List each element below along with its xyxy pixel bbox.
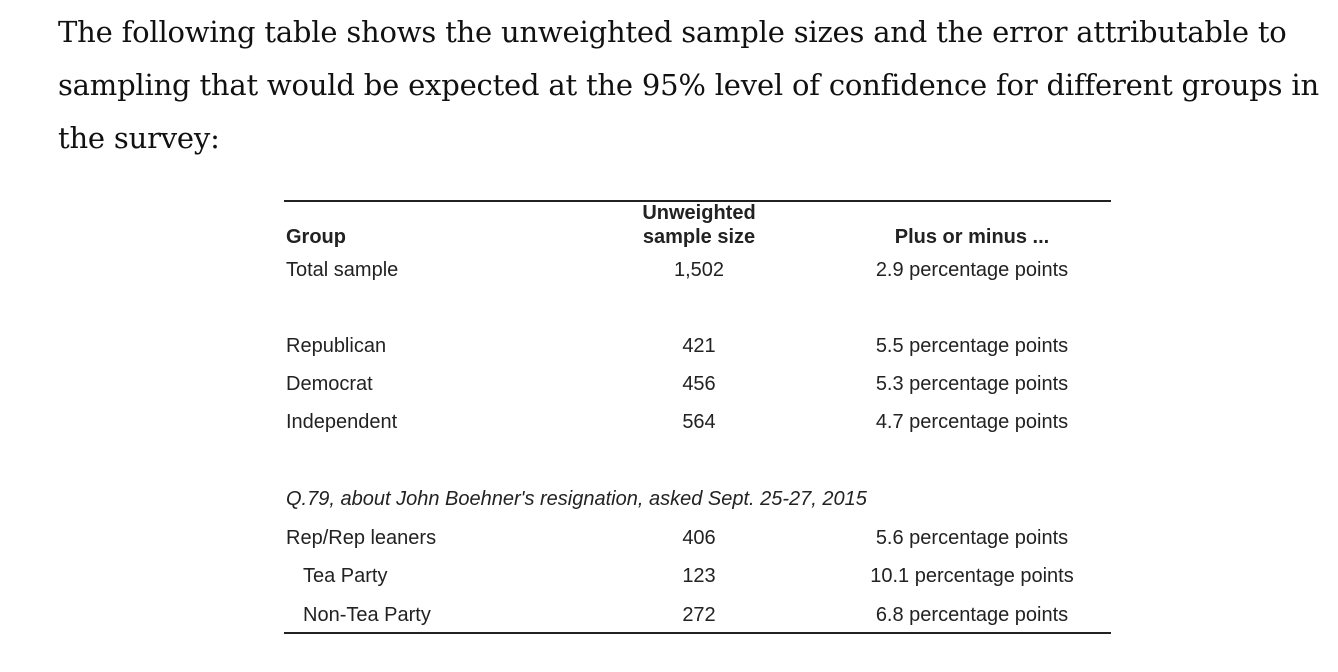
table-top-rule xyxy=(284,200,1111,202)
header-sample-size-line1: Unweighted xyxy=(642,202,756,224)
row-sample-size: 272 xyxy=(682,604,716,626)
row-sample-size: 406 xyxy=(682,527,716,549)
row-margin: 5.5 percentage points xyxy=(875,335,1069,357)
table-row: Non-Tea Party 272 6.8 percentage points xyxy=(284,600,1111,630)
table-bottom-rule xyxy=(284,632,1111,634)
row-margin: 6.8 percentage points xyxy=(875,604,1069,626)
header-sample-size: Unweighted sample size xyxy=(594,201,804,249)
row-group: Total sample xyxy=(286,259,399,281)
row-sample-size: 421 xyxy=(682,335,716,357)
table-row: Total sample 1,502 2.9 percentage points xyxy=(284,255,1111,285)
table-row: Rep/Rep leaners 406 5.6 percentage point… xyxy=(284,523,1111,553)
row-group: Rep/Rep leaners xyxy=(286,527,437,549)
table-note: Q.79, about John Boehner's resignation, … xyxy=(286,488,867,510)
row-sample-size: 456 xyxy=(682,373,716,395)
table-row: Independent 564 4.7 percentage points xyxy=(284,407,1111,437)
row-group: Democrat xyxy=(286,373,373,395)
row-margin: 5.6 percentage points xyxy=(875,527,1069,549)
table-row: Tea Party 123 10.1 percentage points xyxy=(284,561,1111,591)
header-plus-minus: Plus or minus ... xyxy=(894,226,1050,248)
row-margin: 5.3 percentage points xyxy=(875,373,1069,395)
row-sample-size: 1,502 xyxy=(673,259,725,281)
header-group: Group xyxy=(286,226,346,248)
row-group: Tea Party xyxy=(303,565,388,587)
row-sample-size: 123 xyxy=(682,565,716,587)
table-row: Democrat 456 5.3 percentage points xyxy=(284,369,1111,399)
header-sample-size-line2: sample size xyxy=(642,226,756,248)
row-margin: 4.7 percentage points xyxy=(875,411,1069,433)
row-group: Republican xyxy=(286,335,387,357)
row-margin: 10.1 percentage points xyxy=(870,565,1074,587)
row-margin: 2.9 percentage points xyxy=(875,259,1069,281)
row-group: Non-Tea Party xyxy=(303,604,431,626)
intro-paragraph: The following table shows the unweighted… xyxy=(58,15,1319,155)
table-row: Republican 421 5.5 percentage points xyxy=(284,331,1111,361)
row-sample-size: 564 xyxy=(682,411,716,433)
row-group: Independent xyxy=(286,411,398,433)
